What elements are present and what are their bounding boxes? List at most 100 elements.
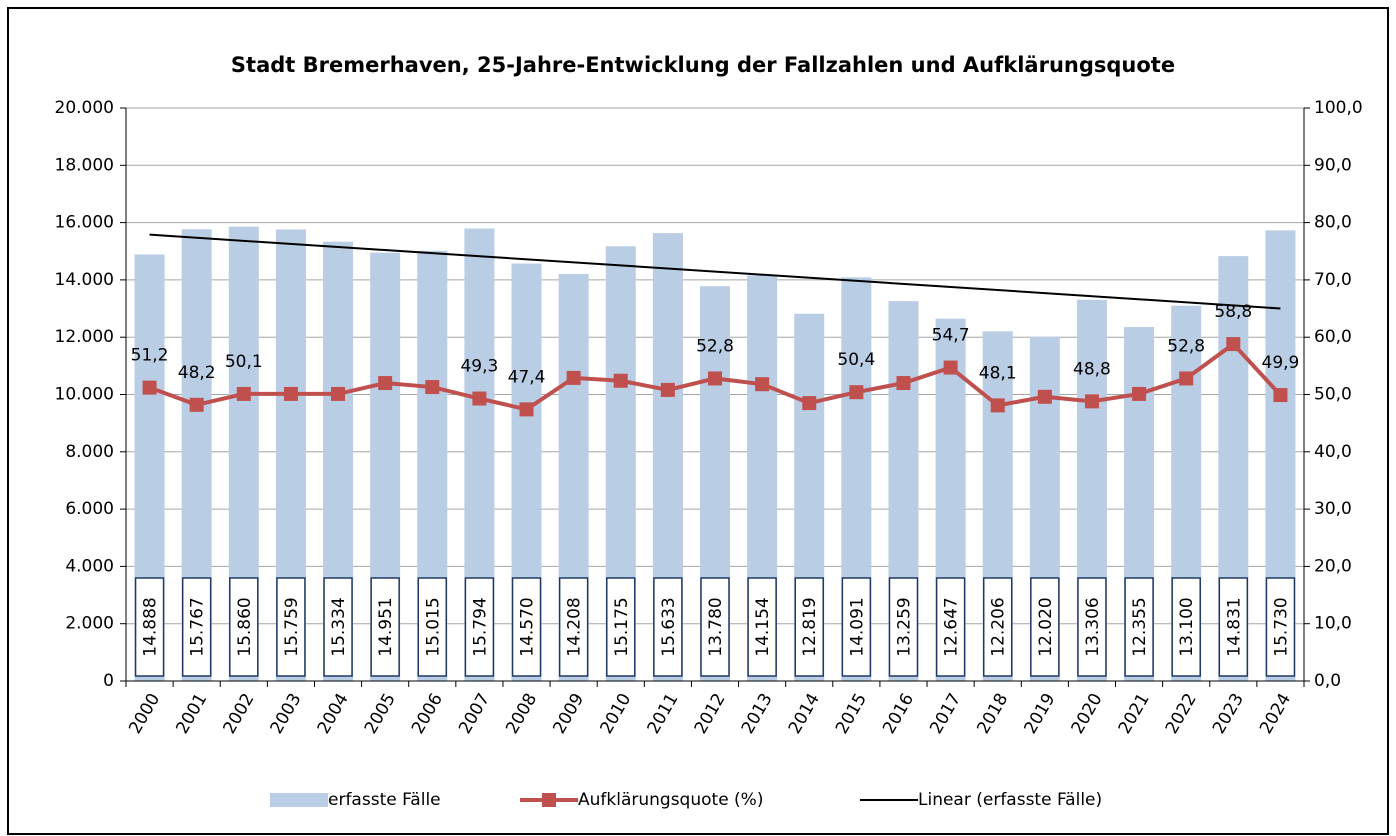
y2-tick-label: 10,0 [1314,614,1352,634]
marker [519,402,534,417]
value-label-box [1030,577,1060,677]
value-label: 48,2 [178,363,216,383]
value-label: 12.355 [1130,597,1150,656]
legend-label: Linear (erfasste Fälle) [918,790,1102,810]
value-label: 14.208 [565,597,585,656]
marker [1037,389,1052,404]
marker [1226,337,1241,352]
value-label: 14.091 [847,597,867,656]
value-label: 12.206 [989,597,1009,656]
value-label-box [1124,577,1154,677]
marker [802,396,817,411]
y-tick-label: 8.000 [65,442,114,462]
value-label: 51,2 [131,346,169,366]
y-tick-label: 4.000 [65,556,114,576]
marker [849,385,864,400]
value-label: 14.570 [518,597,538,656]
value-label: 15.334 [329,597,349,656]
value-label-box [464,577,495,677]
value-label: 58,8 [1214,302,1252,322]
value-label: 13.100 [1177,597,1197,656]
value-label-box [747,577,777,677]
y2-tick-label: 0,0 [1314,671,1341,691]
marker [943,360,958,375]
value-label: 47,4 [508,367,546,387]
value-label: 15.794 [470,597,490,656]
value-label: 48,1 [979,363,1017,383]
marker [1132,386,1147,401]
marker [613,373,628,388]
chart-title: Stadt Bremerhaven, 25-Jahre-Entwicklung … [231,53,1175,77]
value-label: 48,8 [1073,359,1111,379]
value-label-box [181,577,212,677]
value-label: 14.154 [753,597,773,656]
value-label-box [700,577,730,677]
value-label: 49,3 [460,357,498,377]
value-label: 14.831 [1224,597,1244,656]
value-label: 14.951 [376,597,396,656]
value-label: 15.015 [423,597,443,656]
y-tick-label: 18.000 [55,155,114,175]
y2-tick-label: 100,0 [1314,98,1363,118]
marker [472,391,487,406]
value-label-box [888,577,919,677]
value-label: 52,8 [1167,336,1205,356]
value-label-box [1218,577,1249,677]
value-label: 50,4 [837,350,875,370]
value-label-box [1077,577,1107,677]
value-label-box [370,577,400,677]
y2-tick-label: 90,0 [1314,155,1352,175]
y-tick-label: 16.000 [55,213,114,233]
value-label: 15.633 [659,597,679,656]
legend-label: erfasste Fälle [328,790,441,810]
marker [1084,394,1099,409]
y2-tick-label: 40,0 [1314,442,1352,462]
value-label: 15.175 [612,597,632,656]
marker [990,398,1005,413]
marker [425,380,440,395]
value-label: 15.767 [188,597,208,656]
value-label: 50,1 [225,352,263,372]
marker [331,386,346,401]
trend-line [149,233,1281,310]
y-tick-label: 10.000 [55,385,114,405]
value-label: 15.730 [1271,597,1291,656]
marker [660,382,675,397]
value-label: 12.647 [942,597,962,656]
value-label-box [1265,577,1296,677]
y2-tick-label: 50,0 [1314,385,1352,405]
value-label-box [935,577,966,677]
value-label-box [1171,577,1201,677]
marker [378,376,393,391]
legend-marker [542,793,556,807]
value-label: 13.259 [894,597,914,656]
value-label: 15.759 [282,597,302,656]
marker [236,386,251,401]
value-label-box [276,577,306,677]
y-tick-label: 20.000 [55,98,114,118]
value-label-box [653,577,683,677]
y2-tick-label: 60,0 [1314,327,1352,347]
y-tick-label: 0 [103,671,114,691]
marker [566,370,581,385]
marker [755,377,770,392]
marker [283,386,298,401]
marker [1273,388,1288,403]
y2-tick-label: 20,0 [1314,556,1352,576]
value-label: 52,8 [696,336,734,356]
value-label: 12.819 [800,597,820,656]
legend-label: Aufklärungsquote (%) [578,790,763,810]
value-label-box [982,577,1013,677]
value-label-box [606,577,636,677]
y2-tick-label: 30,0 [1314,499,1352,519]
marker [896,376,911,391]
marker [708,371,722,386]
value-label-box [229,577,259,677]
value-label: 13.780 [706,597,726,656]
y-tick-label: 2.000 [65,614,114,634]
value-label: 49,9 [1262,353,1300,373]
legend-swatch [270,793,328,807]
value-label: 54,7 [932,326,970,346]
